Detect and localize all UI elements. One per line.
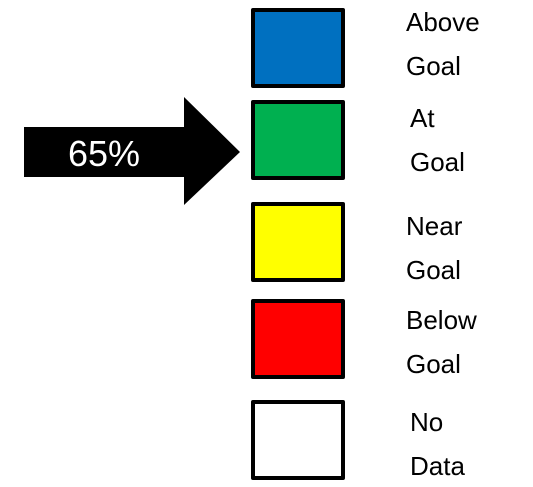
indicator-value: 65% [68,133,141,174]
label-near-goal-line2: Goal [406,255,461,285]
swatch-at-goal [251,100,345,180]
swatch-no-data [251,400,345,480]
label-at-goal-line1: At [410,103,435,133]
label-below-goal: Below Goal [406,298,477,386]
label-at-goal: At Goal [410,96,465,184]
label-no-data: No Data [410,400,465,487]
label-at-goal-line2: Goal [410,147,465,177]
label-below-goal-line2: Goal [406,349,461,379]
swatch-near-goal [251,202,345,282]
swatch-below-goal [251,299,345,379]
label-below-goal-line1: Below [406,305,477,335]
label-no-data-line1: No [410,407,444,437]
label-near-goal-line1: Near [406,211,463,241]
label-near-goal: Near Goal [406,204,462,292]
label-above-goal-line1: Above [406,7,480,37]
label-above-goal: Above Goal [406,0,480,88]
label-no-data-line2: Data [410,451,465,481]
pointer-arrow-shape [24,97,240,205]
label-above-goal-line2: Goal [406,51,461,81]
swatch-above-goal [251,8,345,88]
